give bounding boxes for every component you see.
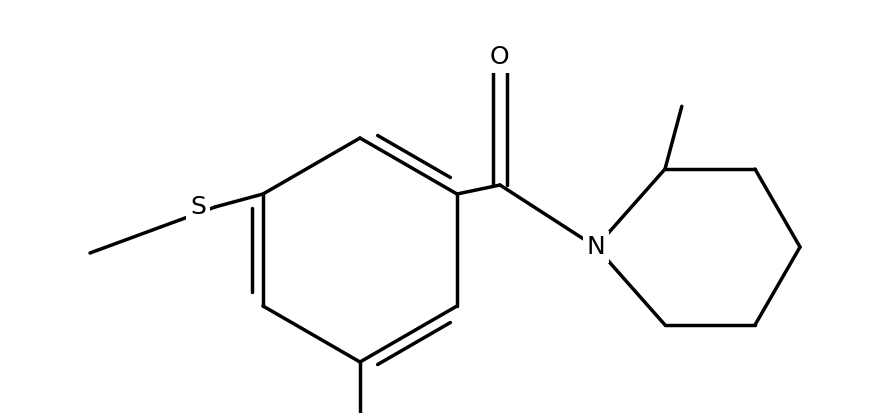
Text: N: N (587, 235, 605, 259)
Text: S: S (190, 195, 206, 219)
Text: O: O (489, 45, 509, 69)
